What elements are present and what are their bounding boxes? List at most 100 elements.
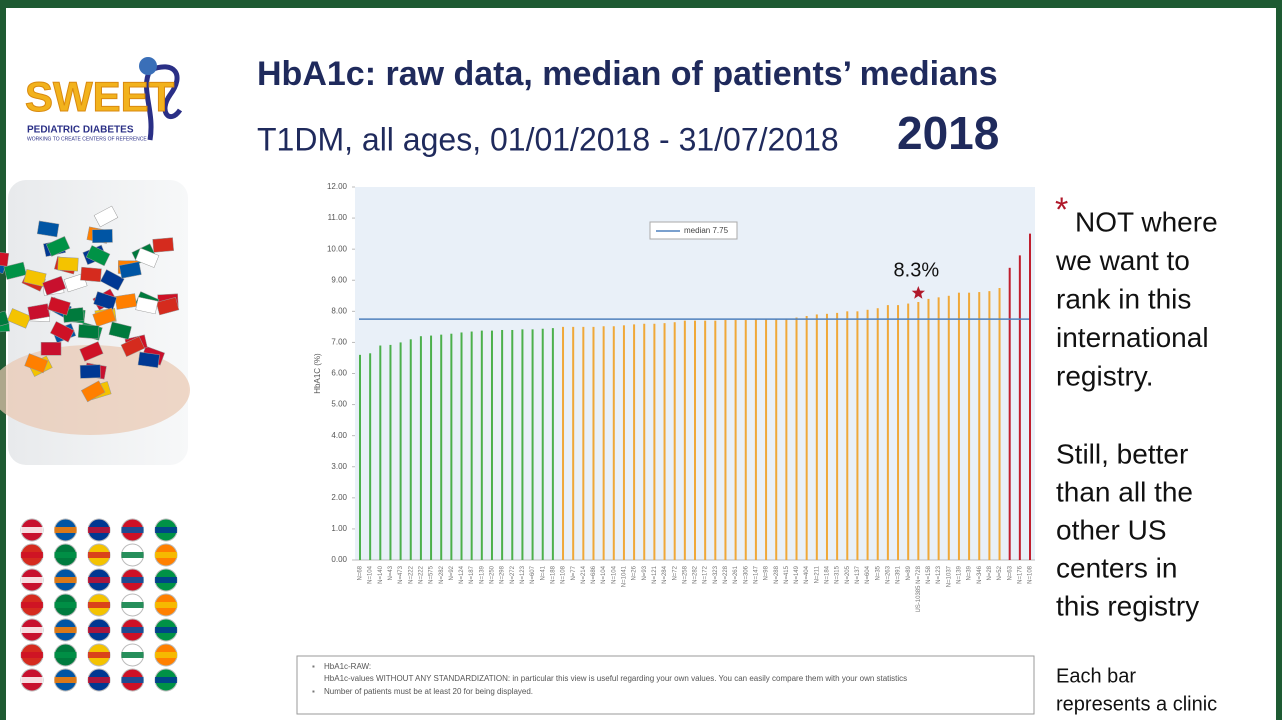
side-note-line: registry. [1056,360,1154,391]
flag-tile [7,308,32,329]
logo-word: SWEET [25,73,175,120]
flag-tile [152,237,174,253]
flag-tile [0,250,10,267]
flag-tile [100,269,125,291]
flag-stripe [121,527,144,533]
bar [643,323,646,560]
flag-tile [118,261,142,279]
bar [724,320,727,560]
bar [450,333,453,560]
x-tick-label: N=315 [835,565,841,584]
x-tick-label: N=104 [611,565,617,584]
bullet: ▪ [312,687,315,696]
year: 2018 [897,107,999,159]
bar [988,291,991,560]
logo-globe [139,57,157,75]
flag-tile [80,266,102,283]
bar [957,292,960,560]
flag-tile [85,245,111,267]
footnote-heading: HbA1c-RAW: [324,662,371,671]
bar [805,315,808,560]
x-tick-label: N=323 [713,565,719,584]
bar [1018,255,1021,560]
bar [562,326,565,560]
x-tick-label: N=176 [1017,565,1023,584]
logo-line: PEDIATRIC DIABETES [27,125,134,136]
flag-tile [108,321,132,340]
x-tick-label: N=306 [743,565,749,584]
x-tick-label: N=184 [825,565,831,584]
flag-tile [77,324,100,340]
bar [846,311,849,560]
flag-stripe [21,577,43,583]
caption: Each bar [1056,665,1136,687]
bullet: ▪ [312,662,315,671]
bar [369,353,372,560]
bar [480,330,483,560]
flag-stripe [54,677,77,683]
bar [927,298,930,560]
bar [734,320,737,560]
x-tick-label: N=282 [439,565,445,584]
bar [633,324,636,560]
bar [917,302,920,560]
flag-tile [40,342,62,356]
bar [744,320,747,560]
flag-tile [3,261,27,280]
subtitle: T1DM, all ages, 01/01/2018 - 31/07/2018 [257,121,839,157]
y-tick-label: 1.00 [331,524,347,533]
bar [815,314,818,560]
flag-stripe [88,577,110,583]
bar [694,320,696,560]
bar [470,331,473,560]
flag-stripe [121,577,144,583]
bar [937,297,940,560]
x-tick-label: N=35 [875,565,881,580]
flag-stripe [21,627,43,633]
logo-figure [144,64,183,141]
bar [409,339,412,560]
x-tick-label: N=228 [723,565,729,584]
x-tick-label: N=137 [855,565,861,584]
x-tick-label: N=139 [957,565,963,584]
flag-stripe [54,627,77,633]
bar [825,313,828,560]
side-note-line: Still, better [1056,438,1188,469]
bar [795,317,798,560]
flag-tile [92,307,117,328]
bar [419,336,422,560]
bar [886,305,889,560]
flag-tile [93,291,117,311]
flag-tile [135,247,160,268]
footnote-box [296,655,1035,715]
x-tick-label: N=607 [530,565,536,584]
y-tick-label: 3.00 [331,462,347,471]
x-tick-label: N=250 [490,565,496,584]
annotation-label: 8.3% [894,259,940,281]
x-tick-label: N=63 [1007,565,1013,580]
y-tick-label: 6.00 [331,369,347,378]
x-tick-label: N=104 [368,565,374,584]
bar [511,329,514,560]
x-tick-label: N=52 [997,565,1003,580]
x-tick-label: N=284 [662,565,668,584]
y-tick-label: 9.00 [331,275,347,284]
bar [866,309,869,560]
bar [460,332,463,560]
side-note-line: international [1056,322,1209,353]
flag-tile [79,364,101,379]
bar [714,320,717,560]
x-tick-label: N=473 [398,565,404,584]
x-tick-label: N=121 [652,565,658,584]
x-tick-label: US-10385 N=728 [916,565,922,612]
bar [521,329,524,560]
flag-tile [23,269,47,287]
bar [968,292,971,560]
bar [531,329,534,560]
y-tick-label: 4.00 [331,431,347,440]
flag-tile [80,380,106,403]
flag-stripe [21,602,43,608]
x-tick-label: N=263 [885,565,891,584]
side-note-line: this registry [1056,590,1199,621]
x-tick-label: N=108 [1028,565,1034,584]
